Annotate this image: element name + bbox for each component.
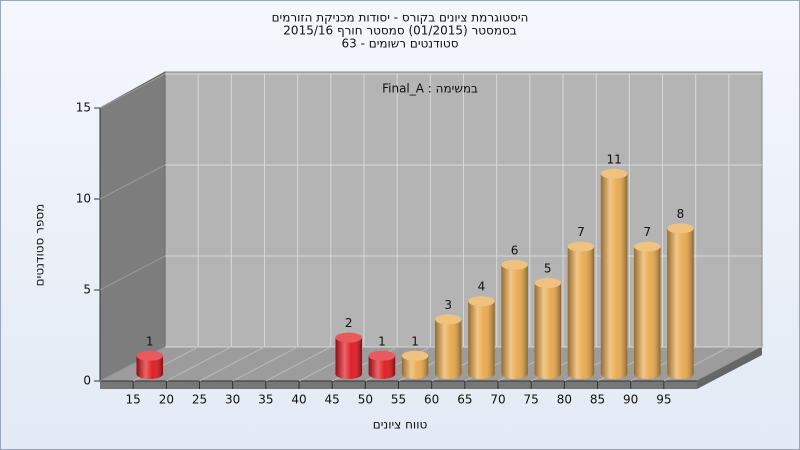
chart-subtitle: סטודנטים רשומים - 63 bbox=[341, 37, 458, 51]
data-label: 5 bbox=[544, 262, 552, 276]
x-tick-label: 40 bbox=[291, 393, 306, 407]
bar-top bbox=[534, 278, 562, 288]
data-label: 4 bbox=[478, 280, 486, 294]
x-tick-label: 30 bbox=[225, 393, 240, 407]
grid-line bbox=[199, 346, 265, 382]
bar-shade bbox=[600, 173, 628, 379]
bar-shade bbox=[434, 319, 462, 379]
x-tick-label: 45 bbox=[325, 393, 340, 407]
bar-top-highlight bbox=[534, 278, 562, 288]
bar-top bbox=[567, 241, 595, 252]
x-tick-label: 80 bbox=[557, 393, 572, 407]
grid-line bbox=[265, 346, 332, 382]
y-tick-label: 10 bbox=[76, 192, 91, 206]
data-label: 8 bbox=[677, 207, 685, 221]
bar-shade bbox=[534, 283, 562, 379]
bar-shade bbox=[335, 337, 363, 379]
bar-top bbox=[468, 296, 495, 307]
bar-top bbox=[401, 350, 429, 361]
chart-subtitle: בסמסטר (01/2015) סמסטר חורף 2015/16 bbox=[283, 24, 516, 38]
x-tick-label: 70 bbox=[490, 393, 505, 407]
bar-top-highlight bbox=[567, 241, 595, 252]
x-tick-label: 85 bbox=[590, 393, 605, 407]
bar-top-highlight bbox=[368, 350, 396, 361]
x-tick-label: 90 bbox=[623, 393, 638, 407]
x-tick-label: 20 bbox=[159, 393, 174, 407]
y-tick-label: 5 bbox=[83, 283, 91, 297]
bar-shade bbox=[501, 264, 528, 379]
bar-shade bbox=[567, 246, 595, 379]
side-wall bbox=[99, 71, 166, 382]
data-label: 11 bbox=[606, 152, 621, 166]
bar bbox=[667, 223, 694, 379]
bar-top-highlight bbox=[136, 350, 164, 361]
y-tick-label: 0 bbox=[83, 374, 91, 388]
bar-top-highlight bbox=[468, 296, 495, 307]
bar-top bbox=[633, 241, 661, 252]
bar-top bbox=[501, 259, 528, 270]
grid-line bbox=[232, 346, 298, 382]
bar bbox=[468, 296, 495, 379]
bar bbox=[501, 259, 528, 379]
bar-shade bbox=[368, 355, 396, 379]
bar-shade bbox=[468, 301, 495, 379]
data-label: 1 bbox=[411, 334, 419, 348]
bar bbox=[633, 241, 661, 379]
data-label: 7 bbox=[577, 225, 585, 239]
y-tick-label: 15 bbox=[76, 101, 91, 115]
grid-line bbox=[99, 255, 166, 291]
x-tick-label: 60 bbox=[424, 393, 439, 407]
x-tick-label: 75 bbox=[524, 393, 539, 407]
bar bbox=[567, 241, 595, 379]
bar-top-highlight bbox=[401, 350, 429, 361]
chart-title: היסטוגרמת ציונים בקורס - יסודות מכניקת ה… bbox=[272, 11, 529, 25]
data-label: 2 bbox=[345, 316, 353, 330]
bar-top-highlight bbox=[335, 332, 363, 343]
x-tick-label: 50 bbox=[358, 393, 373, 407]
bar-shade bbox=[401, 355, 429, 379]
y-axis-label: מספר סטודנטים bbox=[33, 204, 47, 287]
data-label: 6 bbox=[511, 243, 519, 257]
bar-shade bbox=[667, 228, 694, 379]
annotation: במשימה : Final_A bbox=[382, 82, 478, 96]
data-label: 1 bbox=[146, 334, 154, 348]
x-axis-label: טווח ציונים bbox=[373, 418, 428, 432]
bar bbox=[534, 278, 562, 379]
bar-top bbox=[335, 332, 363, 343]
bar-top-highlight bbox=[633, 241, 661, 252]
bar bbox=[335, 332, 363, 379]
bar bbox=[136, 350, 164, 379]
bar-top-highlight bbox=[600, 168, 628, 179]
bar bbox=[600, 168, 628, 379]
bar-shade bbox=[633, 246, 661, 379]
grid-line bbox=[99, 164, 166, 200]
data-label: 3 bbox=[444, 298, 452, 312]
bar bbox=[401, 350, 429, 379]
x-tick-label: 95 bbox=[656, 393, 671, 407]
x-tick-label: 35 bbox=[258, 393, 273, 407]
grid-line bbox=[99, 73, 166, 109]
bar-top bbox=[434, 314, 462, 325]
x-tick-label: 15 bbox=[126, 393, 141, 407]
data-label: 1 bbox=[378, 334, 386, 348]
x-tick-label: 65 bbox=[457, 393, 472, 407]
bar bbox=[434, 314, 462, 379]
x-tick-label: 55 bbox=[391, 393, 406, 407]
grid-line bbox=[166, 346, 232, 382]
bar-top bbox=[368, 350, 396, 361]
bar bbox=[368, 350, 396, 379]
bar-top bbox=[600, 168, 628, 179]
bar-top-highlight bbox=[667, 223, 694, 234]
floor-side bbox=[697, 347, 762, 389]
bar-top bbox=[667, 223, 694, 234]
x-tick-label: 25 bbox=[192, 393, 207, 407]
data-label: 7 bbox=[643, 225, 651, 239]
bar-top-highlight bbox=[434, 314, 462, 325]
bar-shade bbox=[136, 355, 164, 379]
bar-top-highlight bbox=[501, 259, 528, 270]
bar-top bbox=[136, 350, 164, 361]
